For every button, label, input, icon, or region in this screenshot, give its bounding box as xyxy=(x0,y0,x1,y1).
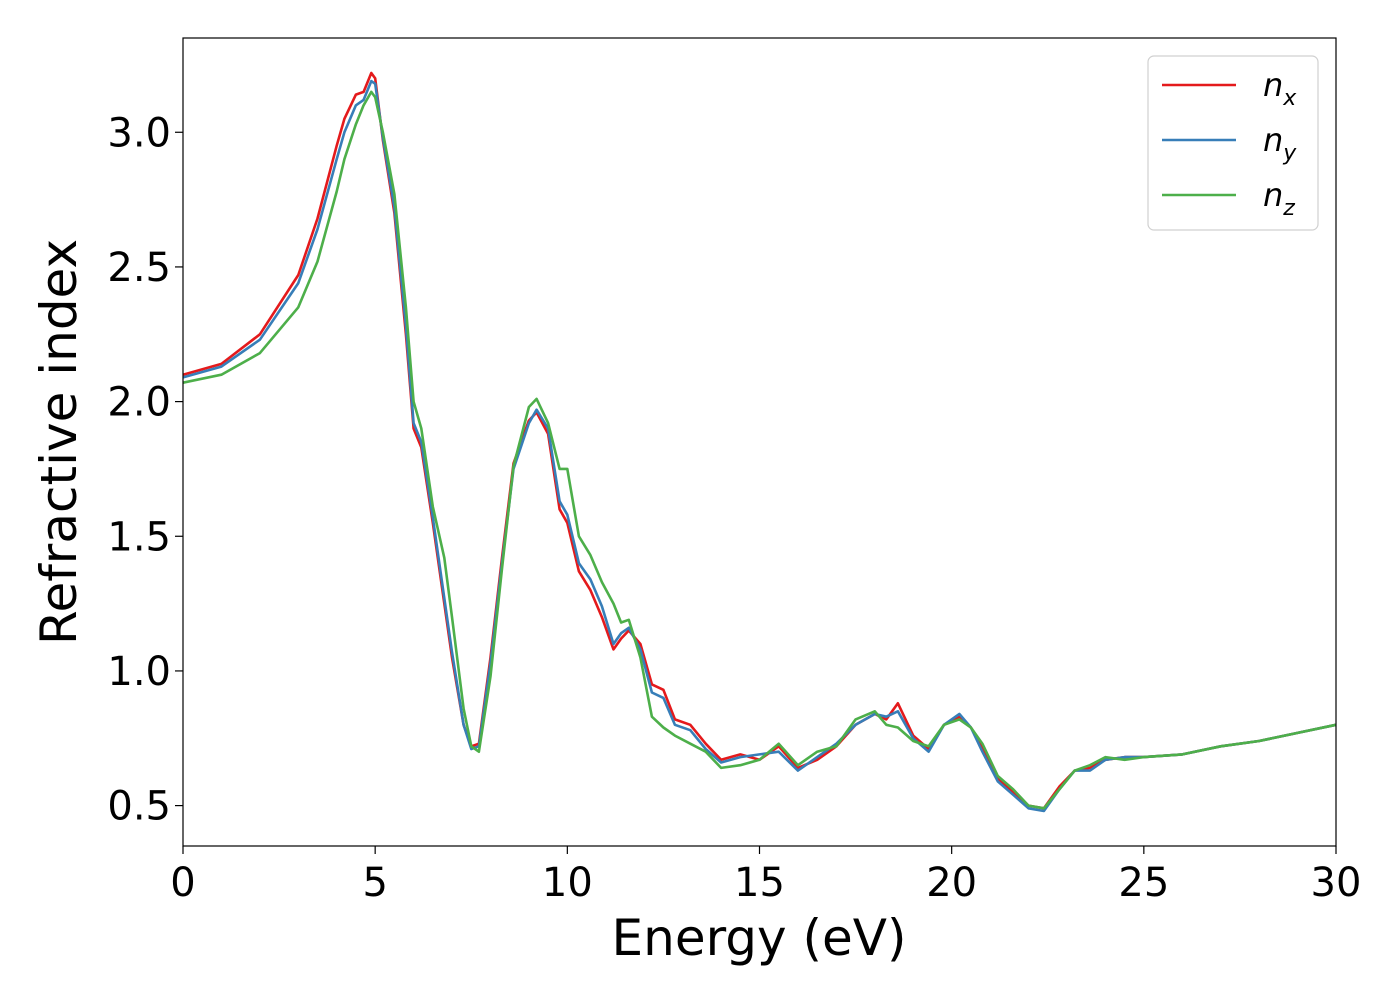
x-axis: 0 5 10 15 20 25 30 xyxy=(170,846,1361,906)
legend-label-x: nx xyxy=(1263,66,1297,111)
x-tick-label: 25 xyxy=(1118,860,1169,906)
y-tick-label: 3.0 xyxy=(107,110,171,156)
y-tick-label: 2.0 xyxy=(107,380,171,426)
plot-area xyxy=(182,71,1337,813)
legend: nx ny nz xyxy=(1147,55,1319,231)
series-line-y xyxy=(182,79,1337,813)
legend-label-y: ny xyxy=(1263,121,1297,166)
x-tick-label: 0 xyxy=(170,860,195,906)
x-tick-label: 15 xyxy=(734,860,785,906)
x-tick-label: 20 xyxy=(926,860,977,906)
y-tick-label: 2.5 xyxy=(107,245,171,291)
y-tick-label: 1.5 xyxy=(107,514,171,560)
series-line-z xyxy=(182,90,1337,810)
y-axis-title: Refractive index xyxy=(30,239,88,645)
x-axis-title: Energy (eV) xyxy=(612,909,907,967)
x-tick-label: 10 xyxy=(542,860,593,906)
x-tick-label: 30 xyxy=(1311,860,1362,906)
legend-label-z: nz xyxy=(1263,176,1295,221)
x-tick-label: 5 xyxy=(362,860,387,906)
y-tick-label: 1.0 xyxy=(107,649,171,695)
legend-box xyxy=(1147,55,1319,231)
y-axis: 0.5 1.0 1.5 2.0 2.5 3.0 xyxy=(107,110,183,830)
y-tick-label: 0.5 xyxy=(107,784,171,830)
